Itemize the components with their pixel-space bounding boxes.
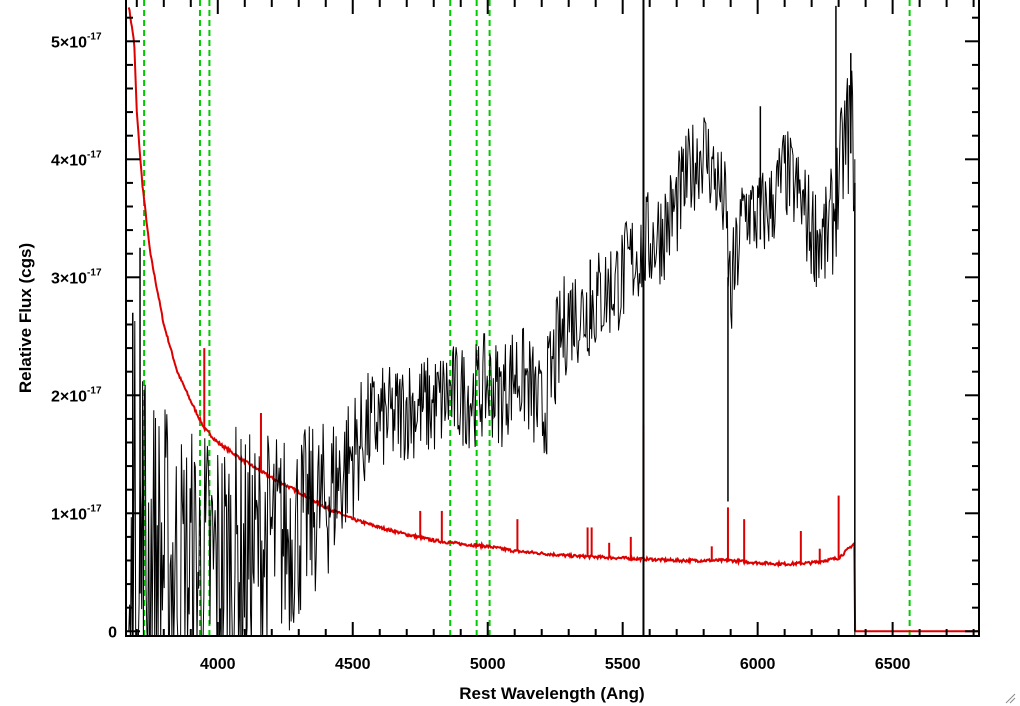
x-tick-label: 5000 xyxy=(470,656,506,673)
y-tick-label: 3×10-17 xyxy=(51,267,102,287)
resize-grip-icon[interactable] xyxy=(1004,692,1016,704)
x-tick-label: 6500 xyxy=(875,656,911,673)
y-tick-label: 5×10-17 xyxy=(51,31,102,51)
flux-spectrum-line xyxy=(127,70,855,636)
x-tick-label: 5500 xyxy=(605,656,641,673)
plot-frame xyxy=(125,0,980,637)
x-tick-label: 6000 xyxy=(740,656,776,673)
y-tick-labels: 0 1×10-17 2×10-17 3×10-17 4×10-17 5×10-17 xyxy=(51,31,117,641)
x-tick-label: 4500 xyxy=(335,656,371,673)
y-tick-label: 0 xyxy=(108,624,117,641)
x-tick-label: 4000 xyxy=(200,656,236,673)
x-tick-labels: 4000 4500 5000 5500 6000 6500 xyxy=(200,656,911,673)
y-tick-label: 1×10-17 xyxy=(51,503,102,523)
y-tick-label: 2×10-17 xyxy=(51,385,102,405)
x-axis-label: Rest Wavelength (Ang) xyxy=(459,684,644,703)
spectrum-series xyxy=(127,0,979,636)
axis-ticks xyxy=(126,0,979,636)
y-axis-label: Relative Flux (cgs) xyxy=(16,243,35,393)
y-tick-label: 4×10-17 xyxy=(51,149,102,169)
